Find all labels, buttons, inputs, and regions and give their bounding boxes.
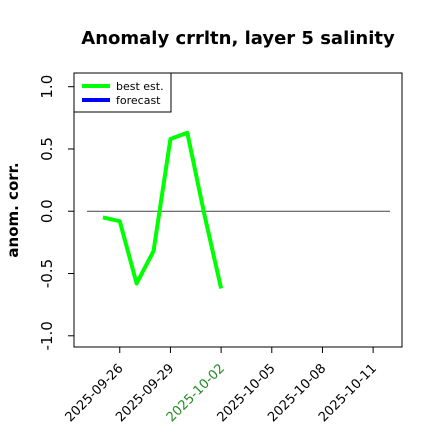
legend-label: forecast: [116, 94, 161, 107]
y-tick-label: 0.5: [38, 137, 56, 161]
y-tick-label: 0.0: [38, 199, 56, 223]
legend-box: [73, 72, 172, 113]
chart-title: Anomaly crrltn, layer 5 salinity: [81, 28, 395, 49]
legend-label: best est.: [116, 80, 164, 93]
line-series: [102, 130, 224, 289]
plot-frame: [73, 72, 403, 348]
y-tick-label: -0.5: [38, 259, 56, 288]
y-tick-label: 1.0: [38, 75, 56, 99]
y-tick-label: -1.0: [38, 321, 56, 350]
y-axis-label: anom. corr.: [4, 162, 22, 257]
